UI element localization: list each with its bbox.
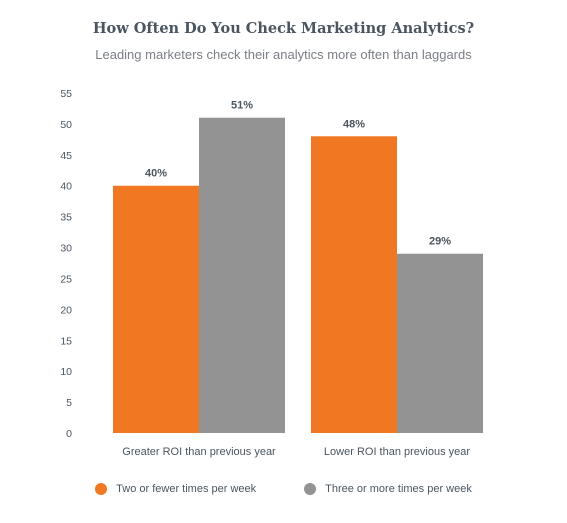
y-tick-label: 50 [60, 119, 72, 131]
category-labels: Greater ROI than previous year Lower ROI … [122, 446, 470, 458]
data-label: 29% [429, 236, 451, 248]
legend-item-series-2: Three or more times per week [304, 483, 472, 495]
legend-item-series-1: Two or fewer times per week [95, 483, 256, 495]
data-label: 48% [343, 118, 365, 130]
chart-title: How Often Do You Check Marketing Analyti… [92, 20, 475, 37]
y-tick-label: 30 [60, 243, 72, 255]
y-tick-label: 15 [60, 335, 72, 347]
y-axis-ticks: 0 5 10 15 20 25 30 35 40 45 50 55 [60, 88, 72, 440]
bar [113, 185, 199, 433]
chart-subtitle: Leading marketers check their analytics … [95, 47, 472, 62]
category-label: Lower ROI than previous year [324, 446, 470, 458]
data-label: 40% [145, 168, 167, 180]
legend-swatch-gray [304, 483, 317, 495]
bar [397, 253, 483, 433]
y-tick-label: 10 [60, 366, 72, 378]
legend-swatch-orange [95, 483, 108, 495]
y-tick-label: 45 [60, 150, 72, 162]
data-label: 51% [231, 100, 253, 112]
y-tick-label: 35 [60, 212, 72, 224]
legend: Two or fewer times per week Three or mor… [0, 483, 567, 495]
bar [199, 117, 285, 434]
y-tick-label: 25 [60, 273, 72, 285]
y-tick-label: 55 [60, 88, 72, 100]
y-tick-label: 20 [60, 304, 72, 316]
y-tick-label: 0 [66, 428, 72, 440]
data-labels: 40% 48% 51% 29% [145, 100, 451, 248]
y-tick-label: 5 [66, 397, 72, 409]
bar [311, 136, 397, 434]
category-label: Greater ROI than previous year [122, 446, 276, 458]
y-tick-label: 40 [60, 181, 72, 193]
bars [113, 117, 483, 434]
legend-label-series-2: Three or more times per week [325, 483, 472, 495]
legend-label-series-1: Two or fewer times per week [116, 483, 257, 495]
